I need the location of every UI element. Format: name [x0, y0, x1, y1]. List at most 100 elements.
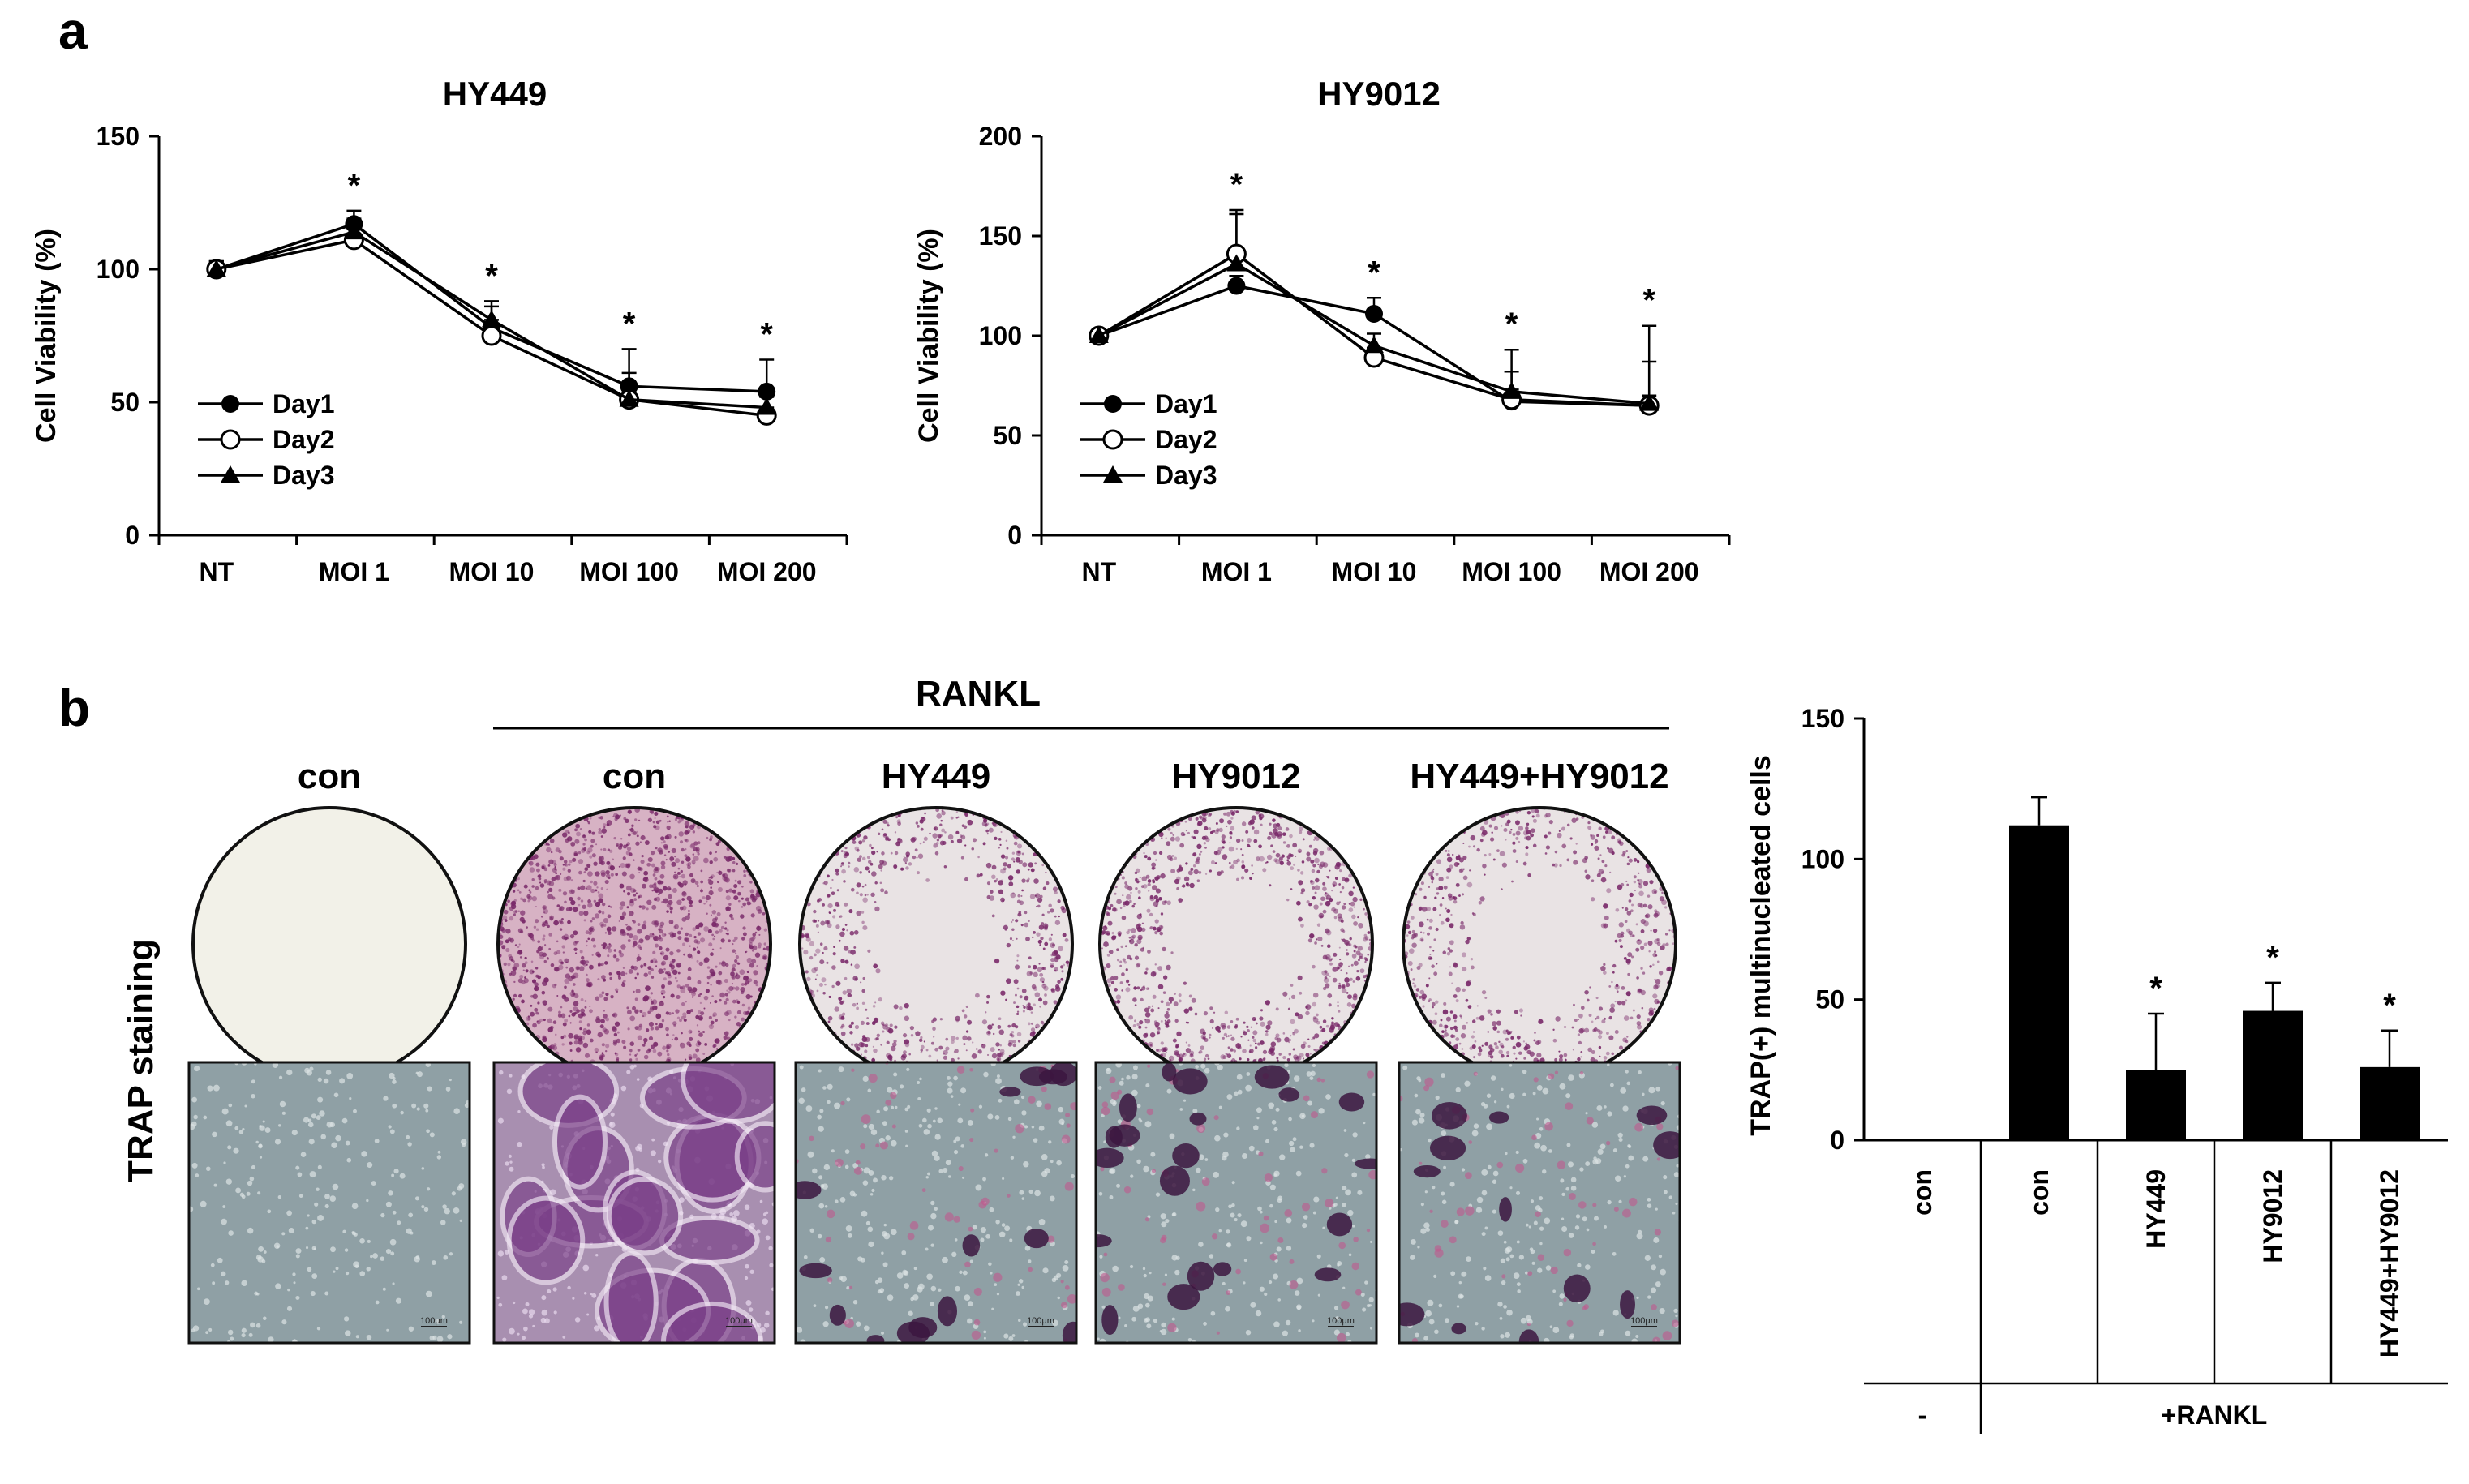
stain-dot — [622, 967, 625, 969]
stain-dot — [920, 827, 924, 831]
stain-dot — [672, 1012, 674, 1014]
legend-label: Day1 — [1155, 389, 1217, 418]
stain-dot — [1472, 845, 1476, 848]
stain-dot — [543, 908, 549, 915]
cell-dot — [620, 1085, 627, 1092]
cell-dot — [429, 1335, 435, 1340]
cell-dot — [333, 1270, 336, 1273]
pink-cell — [853, 1166, 862, 1175]
cell-dot — [255, 1140, 259, 1144]
stain-dot — [1286, 860, 1292, 866]
cell-dot — [1214, 1134, 1221, 1142]
cell-dot — [1236, 1074, 1243, 1080]
stain-dot — [697, 932, 702, 936]
stain-dot — [1654, 998, 1660, 1005]
stain-dot — [816, 974, 819, 976]
cell-dot — [443, 1255, 449, 1260]
cell-dot — [408, 1326, 414, 1332]
stain-dot — [930, 1041, 934, 1045]
stain-dot — [816, 899, 820, 903]
stain-dot — [514, 944, 517, 946]
stain-dot — [651, 1044, 655, 1049]
stain-dot — [577, 941, 580, 943]
stain-dot — [1278, 1053, 1282, 1056]
cell-dot — [955, 1285, 960, 1292]
stain-dot — [638, 941, 640, 944]
cell-dot — [1058, 1106, 1064, 1113]
stain-dot — [1439, 903, 1443, 907]
stain-dot — [943, 864, 947, 869]
stain-dot — [600, 835, 603, 838]
stain-dot — [518, 890, 522, 894]
stain-dot — [1473, 1056, 1476, 1059]
stain-dot — [1664, 933, 1668, 936]
stain-dot — [831, 965, 836, 970]
cell-dot — [882, 1121, 887, 1126]
stain-dot — [1134, 871, 1138, 875]
stain-dot — [1336, 901, 1340, 906]
stain-dot — [1123, 961, 1127, 964]
cell-dot — [586, 1313, 590, 1316]
stain-dot — [607, 848, 611, 851]
stain-dot — [532, 993, 539, 1000]
stain-dot — [1460, 920, 1464, 925]
stain-dot — [638, 872, 641, 874]
stain-dot — [1518, 1008, 1524, 1013]
stain-dot — [1611, 851, 1615, 856]
cell-dot — [295, 1248, 302, 1255]
cell-dot — [191, 1121, 197, 1127]
stain-dot — [668, 894, 672, 899]
stain-dot — [751, 945, 758, 951]
cell-dot — [896, 1272, 904, 1279]
stain-dot — [505, 929, 511, 934]
stain-dot — [1340, 969, 1342, 971]
cell-dot — [975, 1184, 982, 1191]
stain-dot — [819, 959, 825, 965]
cell-dot — [1246, 1072, 1251, 1076]
stain-dot — [1314, 891, 1317, 894]
stain-dot — [932, 1036, 935, 1038]
cell-dot — [498, 1302, 503, 1307]
stain-dot — [1338, 958, 1342, 961]
cell-dot — [528, 1309, 535, 1315]
stain-dot — [1183, 1008, 1189, 1014]
stain-dot — [1329, 958, 1333, 962]
stain-dot — [699, 1001, 702, 1005]
cell-dot — [1145, 1083, 1150, 1088]
stain-dot — [575, 823, 581, 829]
stain-dot — [535, 919, 539, 924]
stain-dot — [674, 817, 678, 821]
stain-dot — [998, 1017, 1002, 1021]
stain-dot — [1181, 1054, 1185, 1058]
stain-dot — [1604, 864, 1608, 868]
stain-dot — [1021, 852, 1024, 856]
cell-dot — [295, 1254, 300, 1259]
stain-dot — [528, 889, 531, 892]
stain-dot — [1121, 989, 1123, 992]
stain-dot — [1214, 862, 1217, 864]
stain-dot — [1203, 1036, 1206, 1040]
stain-dot — [1136, 963, 1140, 968]
stain-dot — [895, 816, 898, 819]
pink-cell — [1064, 1182, 1074, 1191]
stain-dot — [1315, 836, 1320, 841]
stain-dot — [1563, 1025, 1567, 1029]
stain-dot — [632, 1006, 637, 1010]
stain-dot — [599, 1024, 604, 1029]
cell-dot — [1368, 1297, 1374, 1302]
cell-dot — [885, 1135, 891, 1141]
stain-dot — [1322, 954, 1328, 960]
cell-dot — [1364, 1280, 1368, 1285]
stain-dot — [1435, 927, 1439, 932]
stain-dot — [1348, 890, 1354, 897]
stain-dot — [1312, 1001, 1317, 1007]
cell-dot — [1070, 1174, 1075, 1179]
stain-dot — [1147, 856, 1152, 861]
stain-dot — [1031, 1022, 1033, 1025]
stain-dot — [891, 1042, 897, 1047]
cell-dot — [953, 1075, 958, 1081]
stain-dot — [1430, 877, 1435, 881]
stain-dot — [693, 856, 699, 861]
stain-dot — [864, 894, 867, 897]
osteoclast — [552, 1094, 608, 1190]
